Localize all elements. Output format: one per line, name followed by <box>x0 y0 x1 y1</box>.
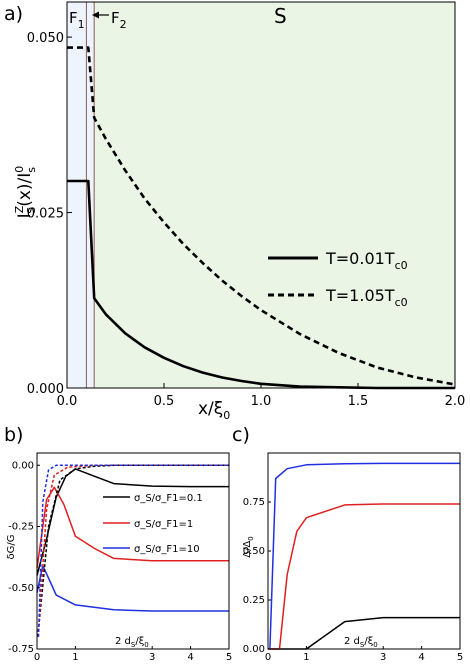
y-tick-label: 0.50 <box>243 546 265 557</box>
panel-c-xlabel: 2 dS/ξ0 <box>344 636 378 649</box>
series-line-c-1 <box>268 503 460 650</box>
x-tick-label: 4 <box>187 652 193 663</box>
x-tick-label: 2.0 <box>445 394 466 409</box>
legend-label-b-10: σ_S/σ_F1=10 <box>134 544 200 555</box>
legend-label-t105: T=1.05Tc0 <box>325 286 408 309</box>
x-tick-label: 5 <box>226 652 232 663</box>
y-tick-label: 0.000 <box>27 382 64 397</box>
legend-label-b-01: σ_S/σ_F1=0.1 <box>134 493 203 504</box>
f2-arrow-head <box>92 11 99 19</box>
panel-b-series <box>36 464 229 637</box>
panel-c-ticks: 0 1 3 4 5 0.00 0.25 0.50 0.75 <box>243 497 463 663</box>
x-tick-label: 4 <box>418 652 424 663</box>
panel-b-ylabel: δG/G <box>6 535 17 560</box>
series-line-b-3 <box>37 464 229 637</box>
panel-c: c) 0 1 3 4 5 0.00 0.25 0.50 0.75 2 dS/ξ0 Δ/Δ0 <box>232 424 463 663</box>
y-tick-label: -0.50 <box>8 583 34 594</box>
series-line-b-0 <box>36 468 229 576</box>
series-line-b-5 <box>37 464 229 637</box>
x-tick-label: 0.0 <box>57 394 78 409</box>
y-tick-label: 0.050 <box>27 31 64 46</box>
panel-b: b) 0 1 3 4 5 0.00 -0.25 -0.50 -0.75 σ_S/σ_F1=0.1… <box>4 424 232 663</box>
y-tick-label: 0.00 <box>12 460 34 471</box>
x-tick-label: 3 <box>380 652 386 663</box>
y-tick-label: -0.25 <box>8 522 34 533</box>
panel-b-ticks: 0 1 3 4 5 0.00 -0.25 -0.50 -0.75 <box>8 460 232 663</box>
series-line-b-2 <box>36 564 229 612</box>
x-tick-label: 3 <box>149 652 155 663</box>
x-tick-label: 1.5 <box>348 394 369 409</box>
f2-label: F2 <box>111 9 127 31</box>
panel-b-frame <box>36 452 230 650</box>
panel-b-xlabel: 2 dS/ξ0 <box>115 636 149 649</box>
panel-c-ylabel: Δ/Δ0 <box>242 536 255 558</box>
x-tick-label: 1.0 <box>251 394 272 409</box>
y-tick-label: 0.25 <box>243 595 265 606</box>
panel-a-ylabel: IZS(x)/I0s <box>13 166 38 219</box>
y-tick-label: 0.00 <box>243 644 265 655</box>
panel-b-label: b) <box>4 424 23 446</box>
legend-label-b-1: σ_S/σ_F1=1 <box>134 519 193 530</box>
legend-label-t001: T=0.01Tc0 <box>325 249 408 272</box>
f1-label: F1 <box>69 9 85 31</box>
x-tick-label: 0 <box>34 652 40 663</box>
x-tick-label: 0 <box>265 652 271 663</box>
series-line-c-2 <box>269 462 460 650</box>
s-label: S <box>274 4 287 28</box>
panel-c-label: c) <box>232 424 250 446</box>
x-tick-label: 0.5 <box>154 394 175 409</box>
y-tick-label: 0.025 <box>27 207 64 222</box>
panel-c-series <box>268 462 460 650</box>
x-tick-label: 1 <box>72 652 78 663</box>
y-tick-label: 0.75 <box>243 497 265 508</box>
panel-a-xlabel: x/ξ0 <box>198 399 230 422</box>
panel-a-label: a) <box>4 3 23 25</box>
x-tick-label: 1 <box>303 652 309 663</box>
x-tick-label: 5 <box>457 652 463 663</box>
series-line-a-1 <box>67 46 456 386</box>
panel-a-frame <box>66 1 456 389</box>
panel-a-ticks: 0.0 0.5 1.0 1.5 2.0 0.000 0.025 0.050 <box>27 31 466 409</box>
s-region <box>94 2 455 388</box>
panel-c-frame <box>267 452 461 650</box>
y-tick-label: -0.75 <box>8 644 34 655</box>
